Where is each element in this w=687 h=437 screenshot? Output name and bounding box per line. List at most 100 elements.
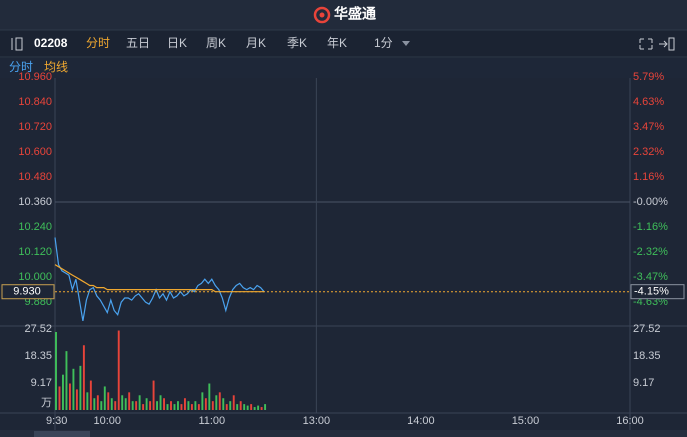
y-tick-label: 10.960	[18, 71, 52, 83]
volume-bar	[124, 398, 127, 410]
interval-select[interactable]: 1分	[374, 36, 393, 50]
volume-bar	[239, 401, 242, 410]
volume-bar	[149, 401, 152, 410]
volume-bar	[93, 398, 96, 410]
volume-bar	[145, 398, 148, 410]
volume-bar	[194, 401, 197, 410]
y2-tick-label: -0.00%	[633, 196, 668, 208]
y2-tick-label: -3.47%	[633, 271, 668, 283]
volume-bar	[190, 404, 193, 410]
volume-bar	[260, 407, 263, 410]
last-price-label: 9.930	[13, 286, 41, 298]
volume-bar	[232, 395, 235, 410]
y2-tick-label: 9.17	[633, 377, 654, 389]
volume-bar	[253, 407, 256, 410]
x-tick-label: 15:00	[512, 415, 540, 427]
legend-entry[interactable]: 均线	[44, 60, 68, 74]
volume-bar	[117, 330, 120, 410]
x-tick-label: 13:00	[303, 415, 331, 427]
series-line	[54, 264, 265, 293]
y2-tick-label: -2.32%	[633, 246, 668, 258]
volume-bar	[177, 401, 179, 410]
volume-bar	[75, 389, 78, 410]
volume-bar	[156, 401, 159, 410]
last-change-box	[630, 284, 685, 300]
y-tick-label: 10.480	[18, 171, 52, 183]
volume-bar	[65, 351, 68, 410]
volume-bar	[236, 404, 239, 410]
volume-bar	[183, 398, 186, 410]
toolbar	[0, 30, 687, 58]
volume-bar	[250, 404, 253, 410]
y-tick-label: 10.360	[18, 196, 52, 208]
period-tab[interactable]: 分时	[86, 36, 110, 50]
y2-tick-label: 4.63%	[633, 96, 664, 108]
collapse-icon[interactable]	[11, 37, 23, 51]
y2-tick-label: 1.16%	[633, 171, 664, 183]
volume-bar	[121, 395, 124, 410]
volume-bar	[114, 401, 117, 410]
period-tab[interactable]: 季K	[287, 36, 307, 50]
volume-bar	[68, 383, 71, 410]
y-tick-label: 10.600	[18, 146, 52, 158]
expand-icon[interactable]	[659, 37, 675, 51]
legend-entry[interactable]: 分时	[9, 60, 33, 74]
volume-bar	[55, 332, 57, 410]
volume-bar	[257, 405, 260, 410]
logo-icon	[313, 6, 331, 24]
volume-bar	[170, 401, 172, 410]
y-tick-label: 10.240	[18, 221, 52, 233]
period-tab[interactable]: 月K	[246, 36, 266, 50]
period-tab[interactable]: 五日	[126, 36, 150, 50]
volume-bar	[215, 395, 218, 410]
y-tick-label: 10.840	[18, 96, 52, 108]
x-tick-label: 16:00	[616, 415, 644, 427]
y-tick-label: 10.000	[18, 271, 52, 283]
volume-bar	[103, 386, 106, 410]
period-tab[interactable]: 周K	[206, 36, 226, 50]
volume-bar	[138, 395, 141, 410]
volume-bar	[107, 392, 110, 410]
volume-bar	[135, 401, 138, 410]
y2-tick-label: 2.32%	[633, 146, 664, 158]
volume-bar	[180, 404, 183, 410]
volume-bar	[222, 398, 225, 410]
y2-tick-label: 27.52	[633, 323, 661, 335]
volume-bar	[96, 395, 99, 410]
legend-bar	[0, 58, 687, 78]
dropdown-arrow[interactable]	[402, 41, 410, 46]
x-tick-label: 9:30	[46, 415, 67, 427]
last-change-label: -4.15%	[634, 286, 669, 298]
volume-bar	[163, 398, 165, 410]
symbol: 02208	[34, 36, 68, 50]
x-tick-label: 11:00	[198, 415, 225, 427]
volume-bar	[218, 392, 221, 410]
volume-bar	[243, 404, 246, 410]
y-tick-label: 9.17	[31, 377, 52, 389]
plot-background	[0, 78, 687, 430]
x-tick-label: 10:00	[94, 415, 122, 427]
volume-bar	[131, 401, 134, 410]
period-tab[interactable]: 日K	[167, 36, 187, 50]
period-tab[interactable]: 年K	[327, 36, 347, 50]
volume-bar	[89, 380, 92, 410]
volume-bar	[58, 386, 61, 410]
volume-bar	[128, 392, 131, 410]
volume-bar	[142, 404, 145, 410]
volume-bar	[264, 404, 267, 410]
volume-bar	[187, 401, 190, 410]
volume-bar	[211, 401, 214, 410]
volume-bar	[86, 392, 89, 410]
volume-bar	[246, 405, 249, 410]
scrollbar-thumb[interactable]	[34, 431, 90, 437]
y2-tick-label: 18.35	[633, 350, 661, 362]
fullscreen-icon[interactable]	[639, 38, 653, 50]
volume-bar	[208, 383, 211, 410]
brand: 华盛通	[334, 6, 376, 22]
y2-tick-label: 3.47%	[633, 121, 664, 133]
volume-bar	[82, 345, 85, 410]
volume-bar	[201, 392, 204, 410]
y2-tick-label: -1.16%	[633, 221, 668, 233]
